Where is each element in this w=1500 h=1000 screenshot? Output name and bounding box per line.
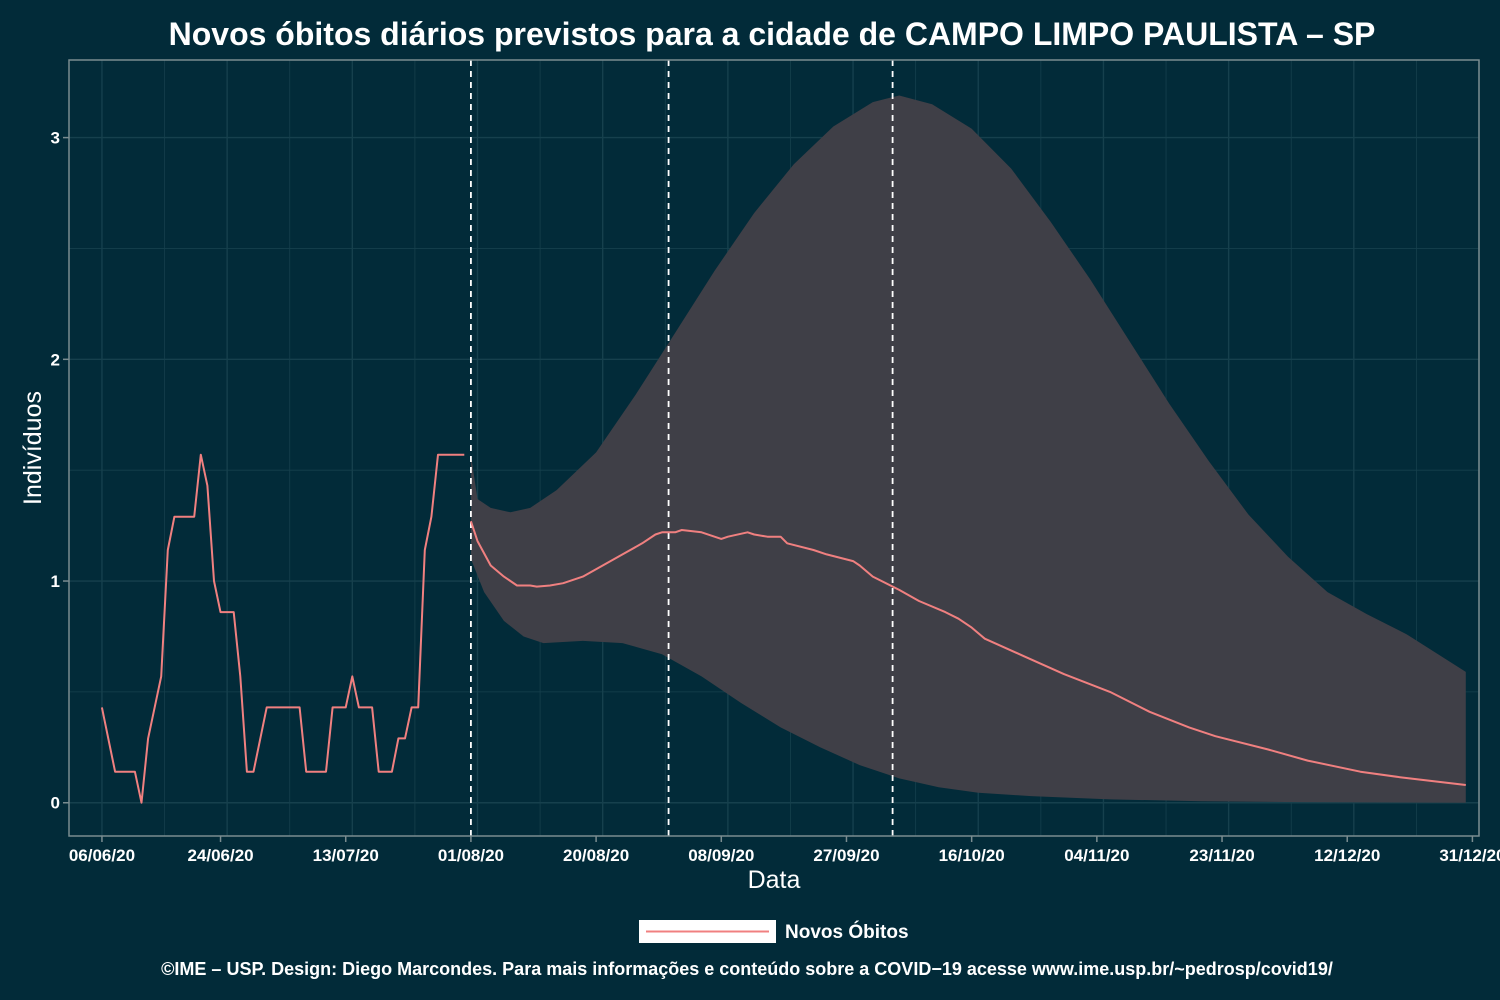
panel-border (68, 59, 1480, 837)
x-tick-label: 16/10/20 (939, 846, 1005, 865)
x-tick-label: 13/07/20 (313, 846, 379, 865)
x-axis-ticks: 06/06/20 24/06/20 13/07/20 01/08/20 20/08/20… (69, 836, 1500, 865)
band-layer (470, 95, 1466, 803)
confidence-band (470, 95, 1466, 803)
x-tick-label: 06/06/20 (69, 846, 135, 865)
y-tick-label: 3 (51, 129, 60, 148)
series-layer (100, 453, 1466, 804)
x-tick-label: 20/08/20 (563, 846, 629, 865)
series-line-observed (100, 453, 465, 804)
chart-title: Novos óbitos diários previstos para a ci… (169, 16, 1376, 52)
x-tick-label: 24/06/20 (187, 846, 253, 865)
vline-layer (470, 60, 894, 836)
x-tick-label: 04/11/20 (1064, 846, 1129, 865)
x-axis-title: Data (748, 866, 801, 894)
x-tick-label: 31/12/20 (1439, 846, 1500, 865)
x-tick-label: 12/12/20 (1314, 846, 1380, 865)
y-tick-label: 0 (51, 794, 60, 813)
series-line-predicted (469, 520, 1466, 786)
x-tick-label: 23/11/20 (1189, 846, 1254, 865)
legend-label: Novos Óbitos (785, 921, 909, 943)
x-tick-label: 08/09/20 (688, 846, 754, 865)
y-axis-title: Indivíduos (19, 391, 47, 505)
y-axis-ticks: 0 1 2 3 (51, 129, 69, 813)
legend: Novos Óbitos (639, 920, 909, 943)
caption: ©IME – USP. Design: Diego Marcondes. Par… (161, 959, 1333, 979)
x-tick-label: 01/08/20 (438, 846, 504, 865)
y-tick-label: 1 (51, 572, 60, 591)
x-tick-label: 27/09/20 (813, 846, 879, 865)
y-tick-label: 2 (51, 350, 60, 369)
